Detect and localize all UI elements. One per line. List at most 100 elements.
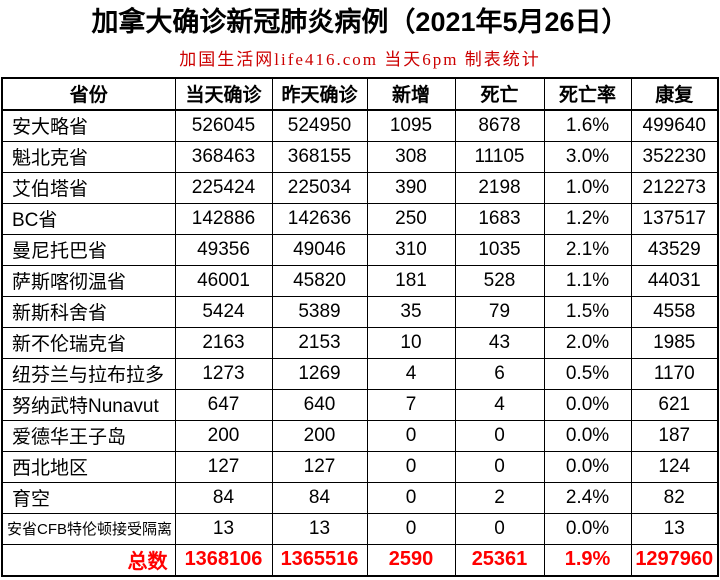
new-cases-cell: 4: [366, 357, 456, 390]
province-name-cell: 安省CFB特伦顿接受隔离: [1, 512, 176, 545]
death-rate-cell: 2.4%: [543, 481, 632, 514]
new-cases-cell: 181: [366, 264, 456, 297]
today-confirmed-cell: 127: [174, 450, 273, 483]
today-confirmed-cell: 84: [174, 481, 273, 514]
recovered-cell: 1985: [630, 326, 719, 359]
column-header-yesterday-confirmed: 昨天确诊: [271, 77, 368, 111]
death-rate-cell: 3.0%: [543, 140, 632, 173]
deaths-cell: 0: [454, 450, 545, 483]
table-row: 育空 84 84 0 2 2.4% 82: [1, 481, 719, 514]
death-rate-cell: 2.0%: [543, 326, 632, 359]
today-confirmed-cell: 368463: [174, 140, 273, 173]
province-name-cell: 安大略省: [1, 109, 176, 142]
today-confirmed-cell: 2163: [174, 326, 273, 359]
deaths-cell: 2198: [454, 171, 545, 204]
deaths-cell: 43: [454, 326, 545, 359]
province-name-cell: 魁北克省: [1, 140, 176, 173]
deaths-cell: 1683: [454, 202, 545, 235]
death-rate-cell: 0.0%: [543, 450, 632, 483]
recovered-cell: 621: [630, 388, 719, 421]
table-row: 爱德华王子岛 200 200 0 0 0.0% 187: [1, 419, 719, 452]
death-rate-cell: 1.1%: [543, 264, 632, 297]
new-cases-cell: 0: [366, 450, 456, 483]
total-today-confirmed: 1368106: [174, 543, 273, 577]
recovered-cell: 137517: [630, 202, 719, 235]
new-cases-cell: 308: [366, 140, 456, 173]
yesterday-confirmed-cell: 127: [271, 450, 368, 483]
column-header-new-cases: 新增: [366, 77, 456, 111]
covid-stats-table: 省份 当天确诊 昨天确诊 新增 死亡 死亡率 康复 安大略省 526045 52…: [1, 76, 719, 577]
table-row: 魁北克省 368463 368155 308 11105 3.0% 352230: [1, 140, 719, 173]
recovered-cell: 82: [630, 481, 719, 514]
new-cases-cell: 310: [366, 233, 456, 266]
province-name-cell: 萨斯喀彻温省: [1, 264, 176, 297]
province-name-cell: 新斯科舍省: [1, 295, 176, 328]
deaths-cell: 0: [454, 419, 545, 452]
death-rate-cell: 2.1%: [543, 233, 632, 266]
death-rate-cell: 0.5%: [543, 357, 632, 390]
yesterday-confirmed-cell: 49046: [271, 233, 368, 266]
deaths-cell: 6: [454, 357, 545, 390]
recovered-cell: 187: [630, 419, 719, 452]
column-header-deaths: 死亡: [454, 77, 545, 111]
deaths-cell: 11105: [454, 140, 545, 173]
yesterday-confirmed-cell: 524950: [271, 109, 368, 142]
province-name-cell: BC省: [1, 202, 176, 235]
deaths-cell: 0: [454, 512, 545, 545]
province-name-cell: 爱德华王子岛: [1, 419, 176, 452]
new-cases-cell: 10: [366, 326, 456, 359]
yesterday-confirmed-cell: 200: [271, 419, 368, 452]
table-body: 安大略省 526045 524950 1095 8678 1.6% 499640…: [1, 109, 719, 545]
death-rate-cell: 0.0%: [543, 419, 632, 452]
province-name-cell: 纽芬兰与拉布拉多: [1, 357, 176, 390]
new-cases-cell: 250: [366, 202, 456, 235]
table-row: 新斯科舍省 5424 5389 35 79 1.5% 4558: [1, 295, 719, 328]
death-rate-cell: 1.6%: [543, 109, 632, 142]
recovered-cell: 124: [630, 450, 719, 483]
deaths-cell: 79: [454, 295, 545, 328]
total-label: 总数: [1, 543, 176, 577]
today-confirmed-cell: 142886: [174, 202, 273, 235]
today-confirmed-cell: 1273: [174, 357, 273, 390]
yesterday-confirmed-cell: 45820: [271, 264, 368, 297]
death-rate-cell: 1.2%: [543, 202, 632, 235]
yesterday-confirmed-cell: 84: [271, 481, 368, 514]
deaths-cell: 4: [454, 388, 545, 421]
yesterday-confirmed-cell: 13: [271, 512, 368, 545]
today-confirmed-cell: 46001: [174, 264, 273, 297]
yesterday-confirmed-cell: 225034: [271, 171, 368, 204]
total-death-rate: 1.9%: [543, 543, 632, 577]
province-name-cell: 新不伦瑞克省: [1, 326, 176, 359]
total-row: 总数 1368106 1365516 2590 25361 1.9% 12979…: [1, 543, 719, 577]
death-rate-cell: 0.0%: [543, 388, 632, 421]
deaths-cell: 1035: [454, 233, 545, 266]
province-name-cell: 艾伯塔省: [1, 171, 176, 204]
today-confirmed-cell: 647: [174, 388, 273, 421]
recovered-cell: 44031: [630, 264, 719, 297]
table-row: 西北地区 127 127 0 0 0.0% 124: [1, 450, 719, 483]
province-name-cell: 西北地区: [1, 450, 176, 483]
table-row: 新不伦瑞克省 2163 2153 10 43 2.0% 1985: [1, 326, 719, 359]
column-header-death-rate: 死亡率: [543, 77, 632, 111]
death-rate-cell: 0.0%: [543, 512, 632, 545]
table-row: 纽芬兰与拉布拉多 1273 1269 4 6 0.5% 1170: [1, 357, 719, 390]
death-rate-cell: 1.0%: [543, 171, 632, 204]
recovered-cell: 43529: [630, 233, 719, 266]
column-header-province: 省份: [1, 77, 176, 111]
total-yesterday-confirmed: 1365516: [271, 543, 368, 577]
yesterday-confirmed-cell: 368155: [271, 140, 368, 173]
yesterday-confirmed-cell: 5389: [271, 295, 368, 328]
today-confirmed-cell: 200: [174, 419, 273, 452]
province-name-cell: 努纳武特Nunavut: [1, 388, 176, 421]
table-row: 安省CFB特伦顿接受隔离 13 13 0 0 0.0% 13: [1, 512, 719, 545]
new-cases-cell: 390: [366, 171, 456, 204]
table-row: 安大略省 526045 524950 1095 8678 1.6% 499640: [1, 109, 719, 142]
total-deaths: 25361: [454, 543, 545, 577]
recovered-cell: 13: [630, 512, 719, 545]
yesterday-confirmed-cell: 1269: [271, 357, 368, 390]
page-title: 加拿大确诊新冠肺炎病例（2021年5月26日）: [91, 7, 629, 37]
new-cases-cell: 1095: [366, 109, 456, 142]
yesterday-confirmed-cell: 2153: [271, 326, 368, 359]
recovered-cell: 499640: [630, 109, 719, 142]
